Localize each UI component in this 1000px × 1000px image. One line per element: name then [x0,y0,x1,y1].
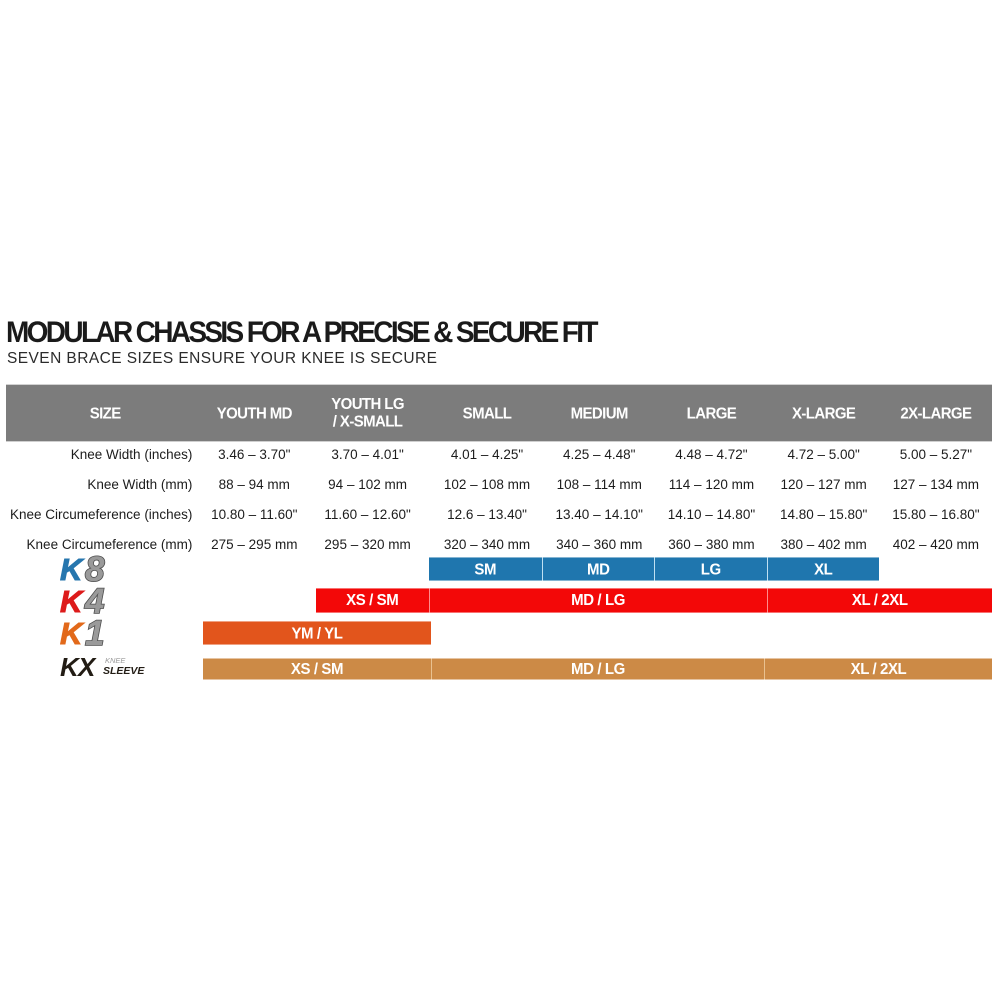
svg-text:X: X [76,652,97,682]
svg-text:K: K [60,616,85,651]
svg-text:K: K [60,584,85,619]
svg-text:SLEEVE: SLEEVE [103,665,145,677]
svg-text:KNEE: KNEE [105,656,126,665]
svg-text:K: K [60,554,85,587]
svg-text:1: 1 [85,614,104,653]
